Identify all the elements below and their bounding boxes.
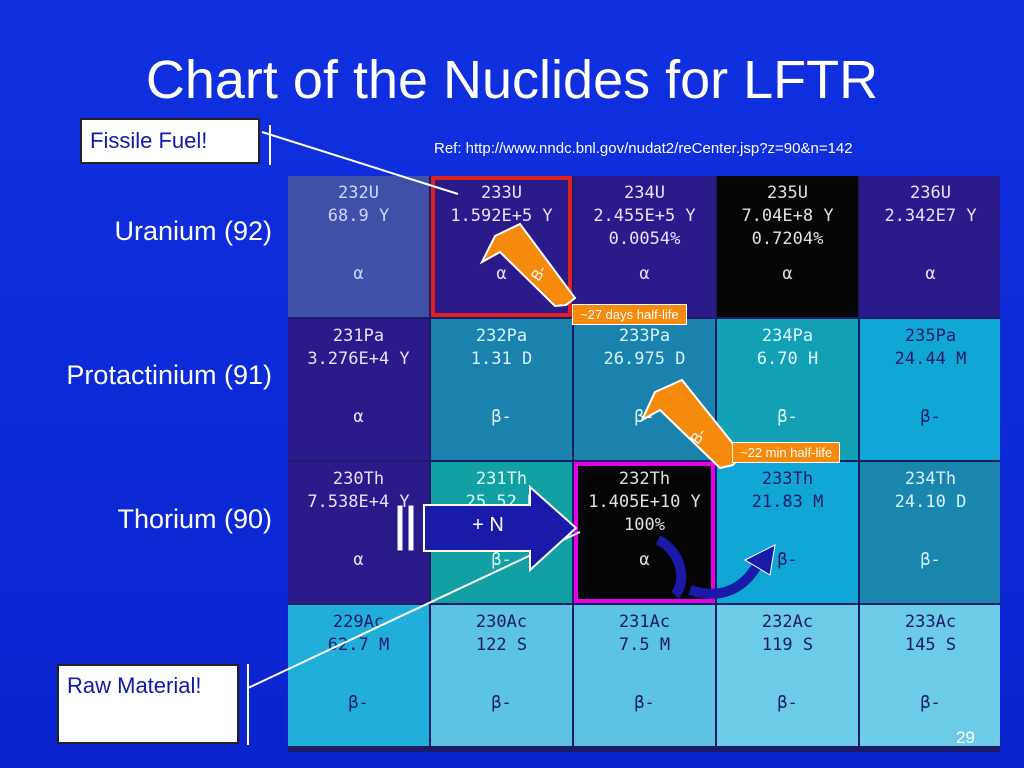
nuclide-halflife: 1.31 D	[470, 349, 533, 369]
nuclide-abundance: 100%	[624, 515, 665, 535]
nuclide-name: 233U	[481, 183, 522, 203]
curved-arrow-head	[743, 544, 776, 576]
nuclide-decay-mode: α	[496, 264, 507, 284]
nuclide-cell-235U: 235U 7.04E+8 Y 0.7204% α	[717, 176, 858, 317]
curved-arrow-up	[688, 557, 765, 599]
nuclide-name: 233Ac	[904, 612, 957, 632]
nuclide-name: 230Ac	[475, 612, 528, 632]
thorium-label: Thorium (90)	[117, 504, 272, 534]
nuclide-cell-230Ac: 230Ac 122 S β-	[431, 605, 572, 746]
nuclide-name: 232Pa	[475, 326, 528, 346]
nuclide-name: 233Th	[761, 469, 814, 489]
page-number: 29	[956, 728, 975, 747]
nuclide-name: 233Pa	[618, 326, 671, 346]
nuclide-decay-mode: β-	[777, 693, 798, 713]
nuclide-decay-mode: β-	[491, 407, 512, 427]
nuclide-decay-mode: β-	[777, 407, 798, 427]
nuclide-decay-mode: α	[353, 264, 364, 284]
nuclide-halflife: 6.70 H	[756, 349, 819, 369]
nuclide-name: 232Th	[618, 469, 671, 489]
nuclide-halflife: 7.04E+8 Y	[741, 206, 834, 226]
nuclide-halflife: 7.538E+4 Y	[307, 492, 410, 512]
neutron-label: + N	[472, 514, 504, 536]
nuclide-cell-230Th: 230Th 7.538E+4 Y α	[288, 462, 429, 603]
nuclide-decay-mode: β-	[491, 550, 512, 570]
fissile-connector-line	[261, 131, 459, 195]
nuclide-cell-236U: 236U 2.342E7 Y α	[860, 176, 1000, 317]
nuclide-decay-mode: α	[639, 264, 650, 284]
nuclide-cell-234Pa: 234Pa 6.70 H β-	[717, 319, 858, 460]
nuclide-name: 231Pa	[332, 326, 385, 346]
nuclide-name: 234U	[624, 183, 665, 203]
nuclide-halflife: 7.5 M	[618, 635, 671, 655]
nuclide-halflife: 24.44 M	[894, 349, 967, 369]
nuclide-name: 231Ac	[618, 612, 671, 632]
nuclide-name: 234Th	[904, 469, 957, 489]
nuclide-cell-229Ac: 229Ac 62.7 M β-	[288, 605, 429, 746]
nuclide-halflife: 145 S	[904, 635, 957, 655]
nuclide-name: 232Ac	[761, 612, 814, 632]
nuclide-halflife: 2.342E7 Y	[884, 206, 977, 226]
nuclide-decay-mode: β-	[634, 693, 655, 713]
beta-decay-arrow-2	[639, 378, 744, 470]
protactinium-label: Protactinium (91)	[66, 360, 272, 390]
neutron-arrow	[396, 484, 578, 573]
nuclide-decay-mode: β-	[491, 693, 512, 713]
nuclide-cell-234Th: 234Th 24.10 D β-	[860, 462, 1000, 603]
nuclide-decay-mode: α	[782, 264, 793, 284]
raw-material-callout: Raw Material!	[57, 664, 239, 744]
uranium-label: Uranium (92)	[114, 216, 272, 246]
nuclide-halflife: 2.455E+5 Y	[593, 206, 696, 226]
nuclide-decay-mode: β-	[348, 693, 369, 713]
nuclide-cell-232Th: 232Th 1.405E+10 Y 100% α	[574, 462, 715, 603]
nuclide-abundance: 0.7204%	[751, 229, 824, 249]
nuclide-decay-mode: α	[925, 264, 936, 284]
nuclide-decay-mode: α	[353, 407, 364, 427]
nuclide-name: 234Pa	[761, 326, 814, 346]
nuclide-cell-231Ac: 231Ac 7.5 M β-	[574, 605, 715, 746]
nuclide-decay-mode: β-	[920, 550, 941, 570]
raw-connector-line	[247, 531, 581, 689]
nuclide-cell-233Ac: 233Ac 145 S β-	[860, 605, 1000, 746]
nuclide-decay-mode: α	[639, 550, 650, 570]
nuclide-name: 235U	[767, 183, 808, 203]
nuclide-halflife: 1.405E+10 Y	[588, 492, 701, 512]
nuclide-halflife: 1.592E+5 Y	[450, 206, 553, 226]
nuclide-halflife: 119 S	[761, 635, 814, 655]
nuclide-halflife: 68.9 Y	[327, 206, 390, 226]
nuclide-decay-mode: β-	[777, 550, 798, 570]
nuclide-halflife: 26.975 D	[603, 349, 686, 369]
nuclide-halflife: 62.7 M	[327, 635, 390, 655]
nuclide-name: 231Th	[475, 469, 528, 489]
nuclide-cell-232U: 232U 68.9 Y α	[288, 176, 429, 317]
nuclide-abundance: 0.0054%	[608, 229, 681, 249]
curved-arrow-down	[655, 535, 687, 599]
nuclide-cell-232Ac: 232Ac 119 S β-	[717, 605, 858, 746]
nuclide-cell-235Pa: 235Pa 24.44 M β-	[860, 319, 1000, 460]
beta-decay-arrow-1	[479, 222, 577, 308]
nuclide-name: 235Pa	[904, 326, 957, 346]
nuclide-decay-mode: α	[353, 550, 364, 570]
slide-title: Chart of the Nuclides for LFTR	[145, 50, 879, 110]
nuclide-halflife: 21.83 M	[751, 492, 824, 512]
nuclide-halflife: 3.276E+4 Y	[307, 349, 410, 369]
halflife-tag-2: ~22 min half-life	[732, 442, 841, 463]
nuclide-decay-mode: β-	[920, 407, 941, 427]
nuclide-halflife: 24.10 D	[894, 492, 967, 512]
nuclide-name: 230Th	[332, 469, 385, 489]
reference-text: Ref: http://www.nndc.bnl.gov/nudat2/reCe…	[434, 140, 853, 157]
nuclide-name: 229Ac	[332, 612, 385, 632]
nuclide-name: 236U	[910, 183, 951, 203]
fissile-fuel-callout: Fissile Fuel!	[80, 118, 260, 164]
nuclide-decay-mode: β-	[920, 693, 941, 713]
nuclide-cell-231Pa: 231Pa 3.276E+4 Y α	[288, 319, 429, 460]
nuclide-halflife: 122 S	[475, 635, 528, 655]
nuclide-cell-234U: 234U 2.455E+5 Y 0.0054% α	[574, 176, 715, 317]
halflife-tag-1: ~27 days half-life	[572, 304, 687, 325]
nuclide-name: 232U	[338, 183, 379, 203]
nuclide-cell-232Pa: 232Pa 1.31 D β-	[431, 319, 572, 460]
